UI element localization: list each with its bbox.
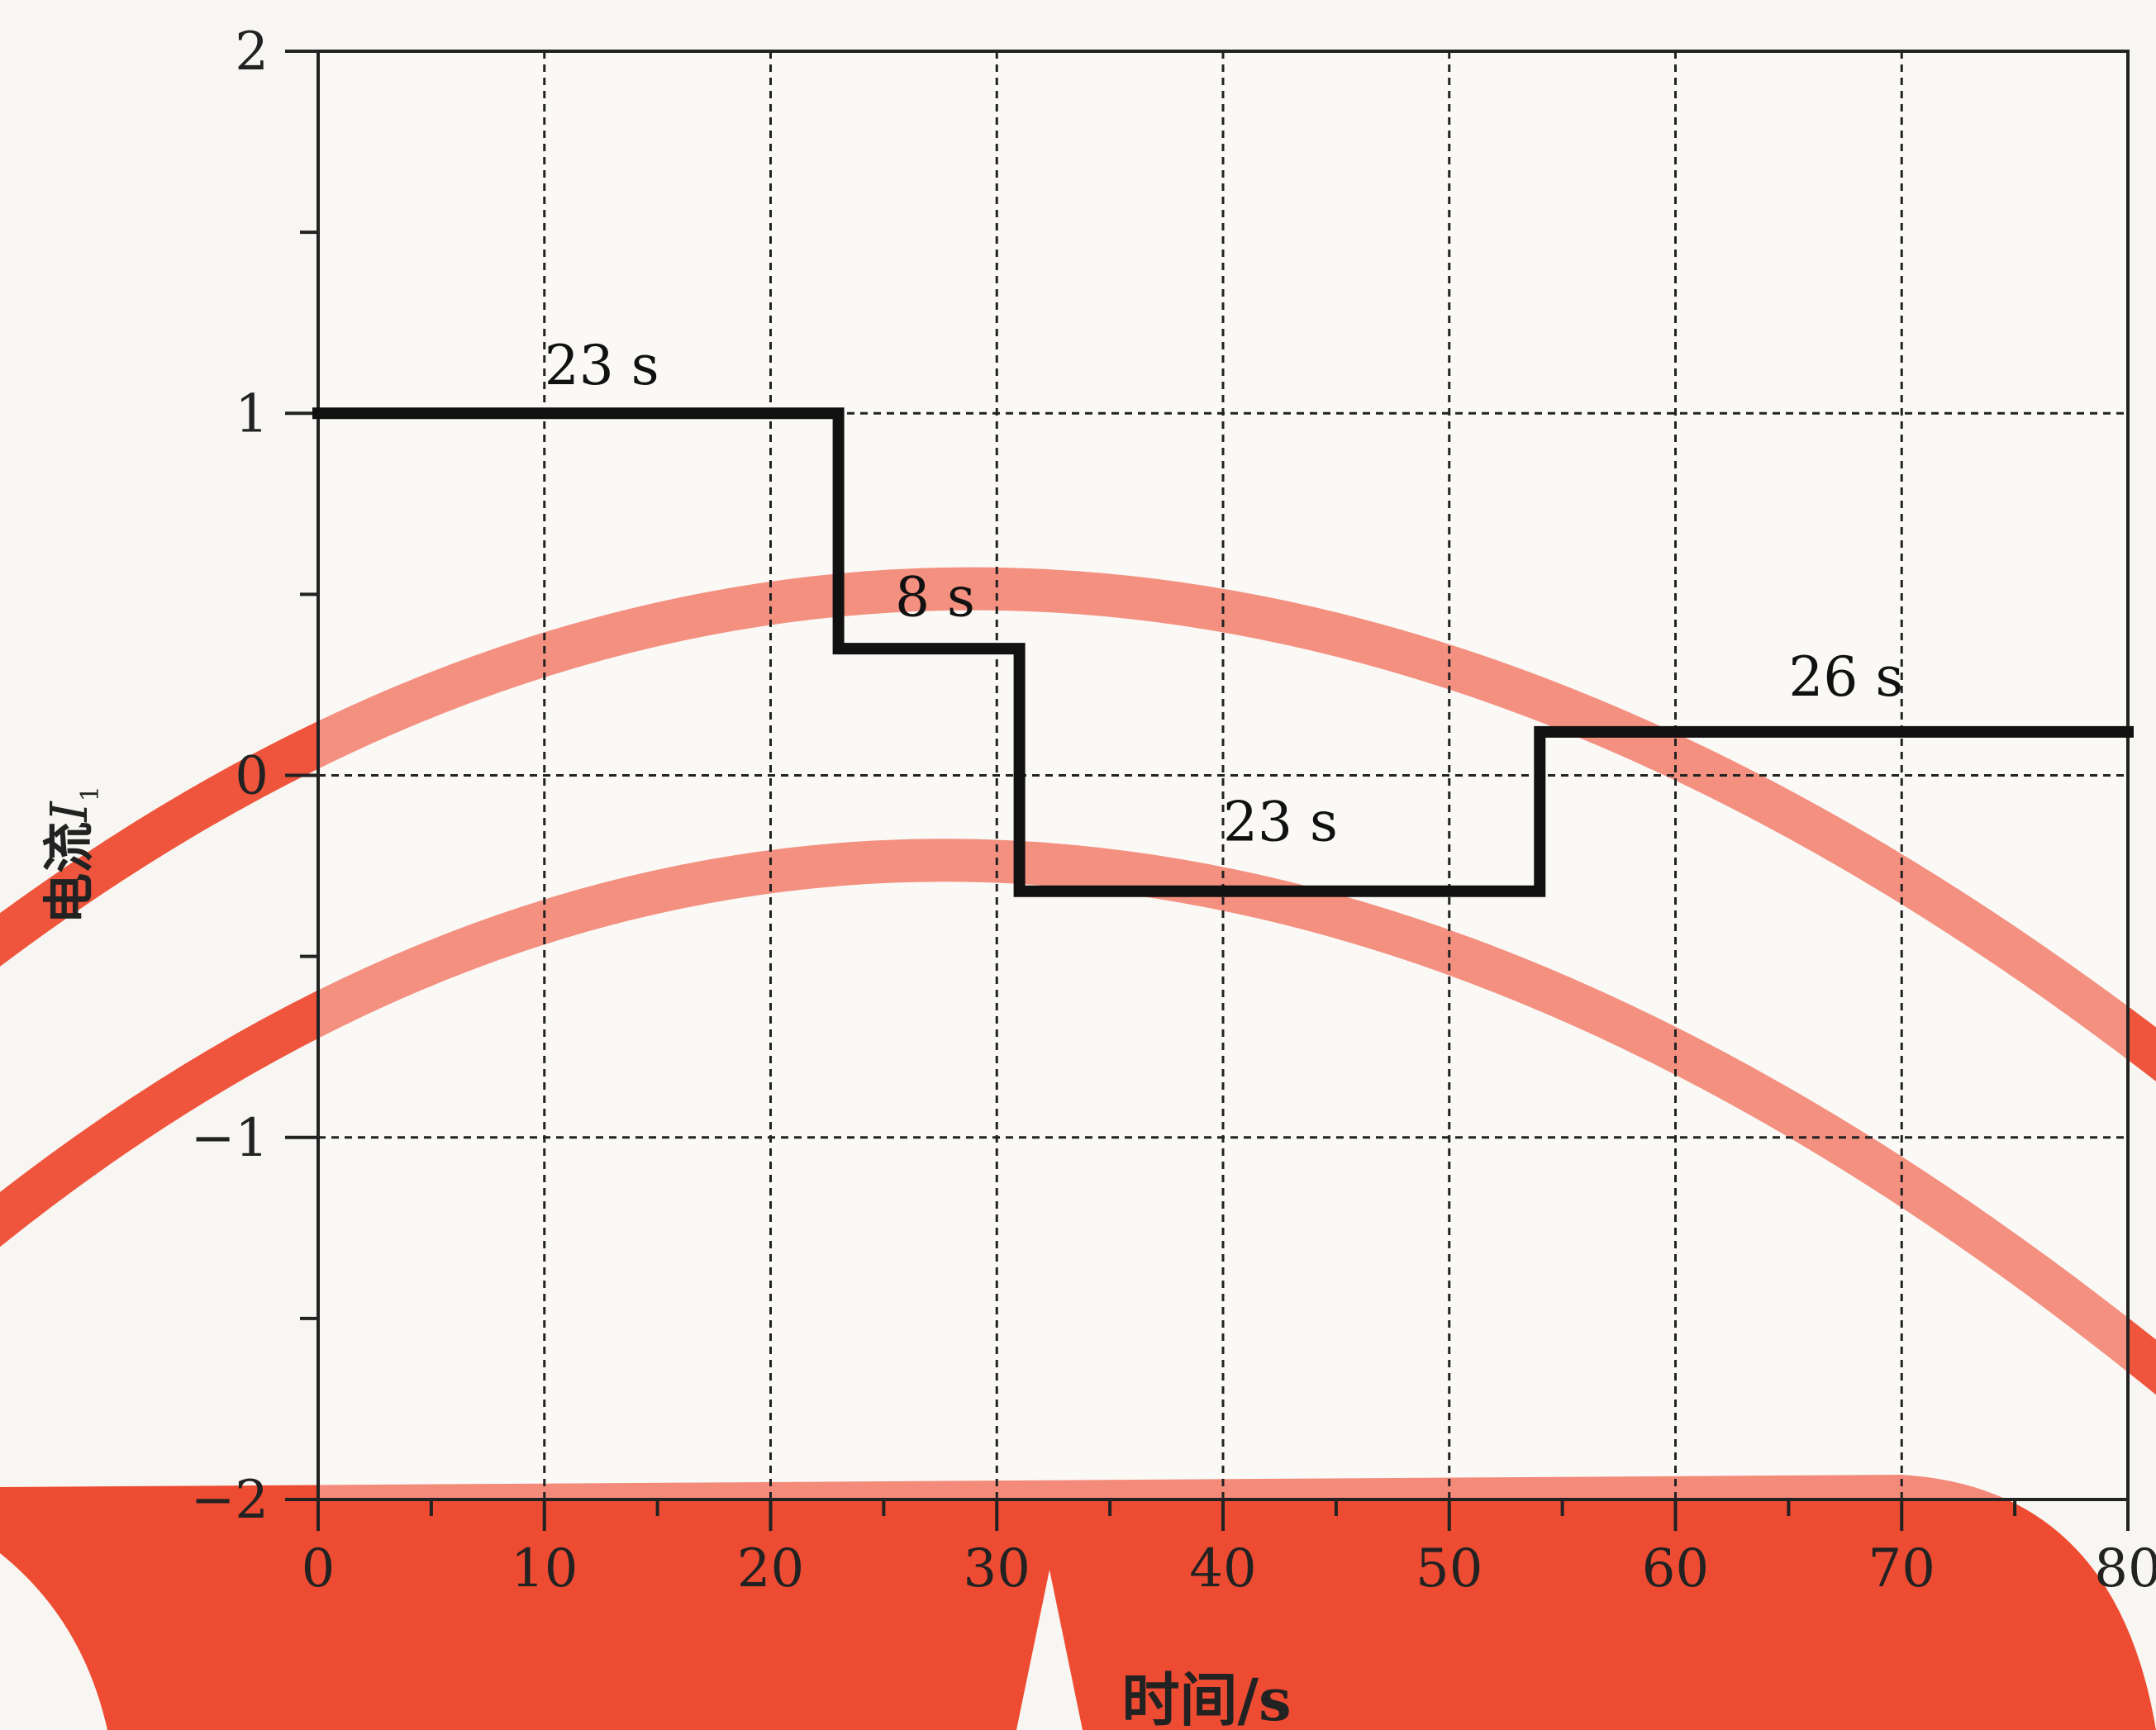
y-axis-title: 电流I1 xyxy=(39,786,105,924)
step-series-line xyxy=(312,407,2134,897)
x-tick-label: 40 xyxy=(1189,1538,1256,1599)
grid xyxy=(318,51,2128,1499)
y-axis-title-main: 电流 xyxy=(39,822,99,924)
y-tick-label: −1 xyxy=(191,1108,269,1169)
x-axis-title: 时间/s xyxy=(1122,1666,1292,1730)
y-tick-label: 2 xyxy=(235,21,269,83)
decor-arc-lower xyxy=(0,839,2156,1395)
x-tick-label: 80 xyxy=(2094,1538,2156,1599)
y-tick-labels: 2 1 0 −1 −2 xyxy=(191,21,269,1531)
duration-annotation: 23 s xyxy=(1223,790,1338,853)
y-axis-title-symbol: I xyxy=(39,801,99,823)
y-axis-title-text: 电流I1 xyxy=(39,786,105,924)
x-tick-label: 50 xyxy=(1416,1538,1483,1599)
y-tick-label: 0 xyxy=(235,746,269,807)
background-decoration xyxy=(0,567,2156,1730)
decor-white-circle xyxy=(0,1553,107,1730)
duration-annotation: 23 s xyxy=(545,334,659,397)
x-tick-label: 0 xyxy=(302,1538,336,1599)
duration-annotation: 8 s xyxy=(895,566,975,630)
decor-red-band xyxy=(0,1475,2156,1730)
y-tick-label: −2 xyxy=(191,1470,269,1531)
decor-white-notch xyxy=(1016,1570,1083,1730)
duration-annotation: 26 s xyxy=(1788,645,1903,709)
y-tick-label: 1 xyxy=(235,383,269,444)
series xyxy=(312,407,2134,897)
y-axis-title-subscript: 1 xyxy=(76,786,105,801)
x-tick-label: 10 xyxy=(511,1538,578,1599)
x-tick-label: 30 xyxy=(964,1538,1030,1599)
x-tick-labels: 0 10 20 30 40 50 60 70 80 xyxy=(302,1538,2156,1599)
x-tick-label: 60 xyxy=(1642,1538,1709,1599)
annotations: 23 s 8 s 23 s 26 s xyxy=(545,334,1903,853)
x-tick-label: 20 xyxy=(737,1538,804,1599)
decor-arc-upper xyxy=(0,567,2156,1081)
x-tick-label: 70 xyxy=(1868,1538,1935,1599)
